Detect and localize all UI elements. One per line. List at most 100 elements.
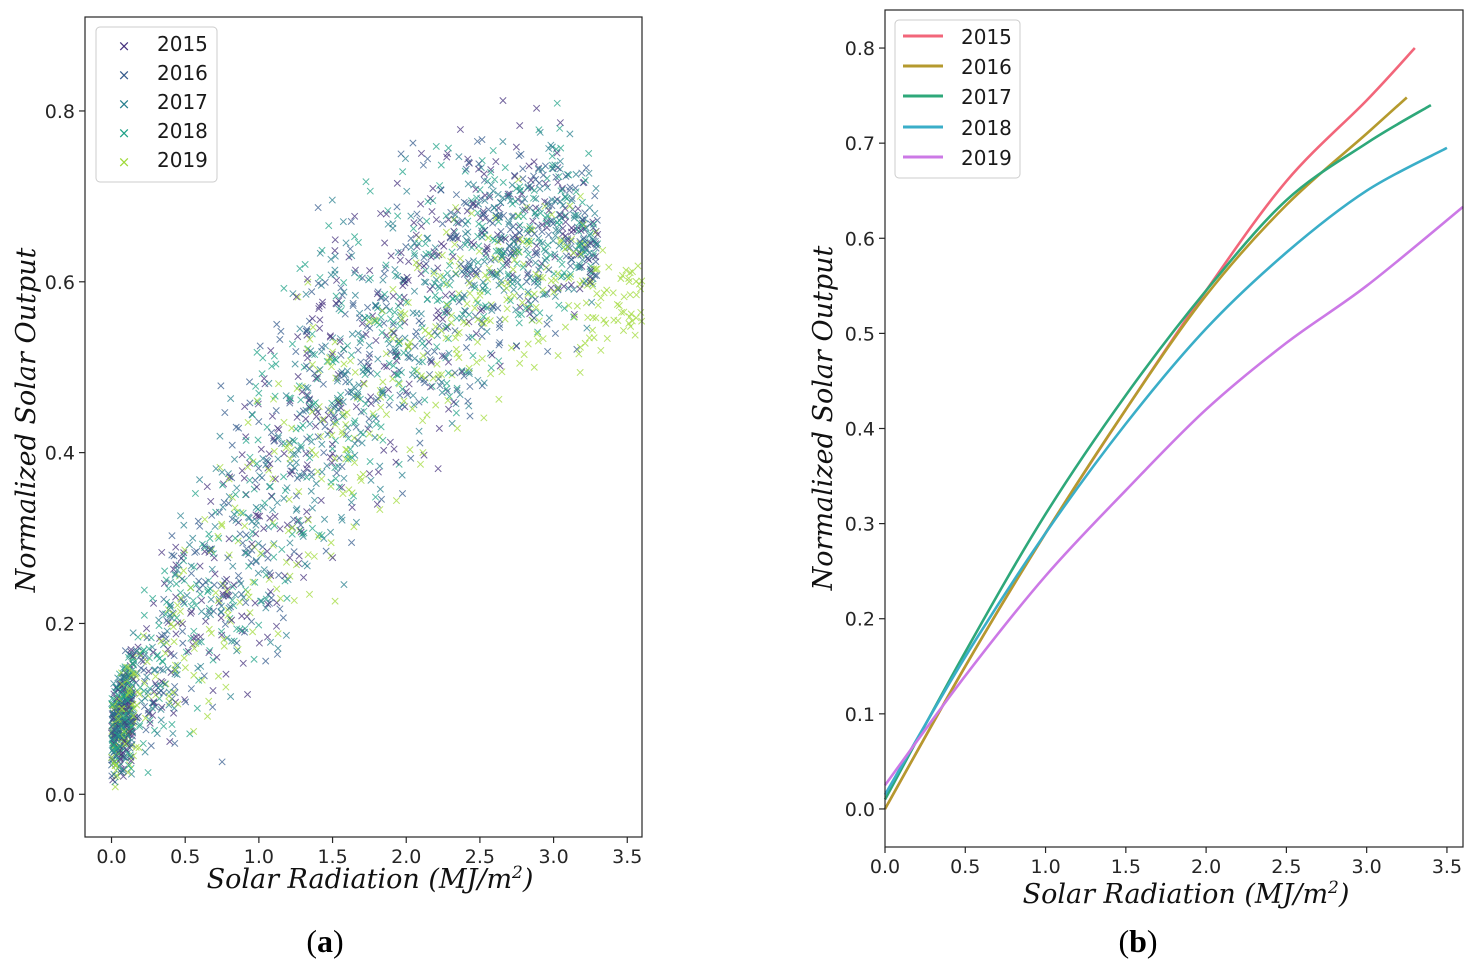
legend-item-2018: 2018: [903, 116, 1012, 140]
scatter-point-2019: [603, 334, 611, 343]
scatter-point-2018: [515, 319, 523, 327]
scatter-point-2015: [463, 207, 471, 215]
scatter-point-2016: [302, 362, 310, 370]
scatter-point-2018: [498, 253, 506, 261]
scatter-point-2016: [441, 352, 449, 360]
scatter-point-2019: [282, 444, 290, 452]
scatter-point-2017: [330, 404, 338, 412]
scatter-point-2017: [461, 230, 470, 238]
scatter-point-2016: [402, 243, 410, 251]
scatter-point-2018: [140, 611, 148, 619]
scatter-point-2017: [350, 269, 359, 277]
scatter-point-2015: [501, 235, 510, 243]
scatter-point-2015: [404, 276, 412, 284]
scatter-point-2018: [436, 182, 444, 190]
scatter-point-2015: [494, 231, 502, 239]
scatter-point-2016: [457, 260, 465, 268]
scatter-point-2016: [495, 320, 504, 329]
scatter-point-2017: [280, 494, 288, 502]
scatter-point-2019: [372, 317, 380, 325]
scatter-point-2016: [562, 252, 570, 260]
scatter-point-2017: [291, 360, 299, 368]
scatter-point-2017: [538, 239, 547, 247]
scatter-point-2016: [416, 439, 424, 447]
scatter-point-2017: [547, 141, 555, 149]
scatter-point-2016: [523, 278, 531, 286]
scatter-point-2015: [443, 150, 452, 158]
scatter-point-2018: [139, 739, 147, 748]
scatter-point-2017: [483, 327, 491, 336]
scatter-point-2015: [294, 373, 302, 381]
scatter-point-2016: [237, 590, 246, 598]
scatter-point-2019: [327, 539, 335, 547]
scatter-point-2015: [316, 324, 324, 332]
legend-item-2015: × 2015: [118, 32, 208, 56]
scatter-point-2015: [203, 483, 211, 491]
scatter-point-2015: [312, 412, 320, 420]
scatter-point-2019: [534, 337, 542, 345]
scatter-point-2019: [220, 636, 228, 644]
scatter-point-2018: [218, 481, 227, 489]
scatter-point-2015: [209, 686, 217, 695]
scatter-point-2019: [130, 704, 138, 712]
scatter-point-2019: [306, 335, 314, 343]
scatter-point-2016: [320, 449, 328, 457]
scatter-point-2018: [371, 317, 379, 325]
scatter-point-2015: [472, 330, 480, 338]
scatter-point-2018: [271, 392, 279, 400]
scatter-point-2015: [574, 205, 582, 213]
scatter-point-2015: [119, 772, 127, 780]
scatter-point-2019: [563, 243, 571, 251]
scatter-point-2018: [125, 761, 133, 770]
scatter-point-2016: [443, 387, 451, 395]
scatter-point-2016: [248, 546, 256, 554]
scatter-point-2018: [311, 399, 319, 407]
scatter-point-2015: [383, 363, 391, 371]
scatter-point-2018: [351, 417, 359, 425]
scatter-point-2015: [372, 336, 380, 345]
scatter-point-2015: [239, 659, 247, 667]
scatter-point-2019: [389, 285, 397, 294]
scatter-point-2017: [342, 370, 350, 378]
scatter-point-2017: [187, 562, 195, 570]
scatter-point-2018: [325, 222, 333, 230]
scatter-point-2016: [474, 265, 482, 273]
scatter-point-2017: [206, 610, 215, 619]
scatter-point-2015: [166, 737, 174, 746]
scatter-point-2015: [170, 709, 178, 717]
scatter-point-2016: [426, 355, 434, 364]
scatter-point-2017: [543, 183, 551, 191]
scatter-point-2016: [411, 342, 419, 350]
scatter-point-2018: [153, 651, 162, 659]
panel-b-legend-frame: [894, 19, 1021, 179]
scatter-point-2019: [416, 460, 425, 468]
scatter-point-2019: [129, 669, 137, 677]
scatter-point-2017: [551, 232, 560, 240]
scatter-point-2019: [377, 403, 385, 411]
scatter-point-2018: [581, 248, 589, 256]
scatter-point-2019: [625, 274, 633, 282]
scatter-point-2017: [227, 693, 235, 701]
scatter-point-2019: [218, 522, 226, 530]
scatter-point-2016: [122, 721, 130, 729]
scatter-point-2015: [129, 652, 137, 660]
scatter-point-2019: [554, 351, 562, 360]
scatter-point-2016: [324, 406, 332, 414]
scatter-point-2018: [121, 663, 129, 671]
scatter-point-2019: [401, 310, 409, 318]
scatter-point-2018: [491, 236, 499, 244]
scatter-point-2015: [417, 270, 425, 278]
scatter-point-2015: [526, 310, 534, 318]
scatter-point-2019: [180, 654, 188, 662]
scatter-point-2018: [585, 149, 593, 157]
scatter-point-2018: [576, 261, 584, 269]
scatter-point-2019: [588, 326, 597, 334]
legend-item-2019: 2019: [903, 146, 1012, 170]
scatter-point-2016: [358, 274, 366, 282]
scatter-point-2018: [272, 360, 280, 368]
scatter-point-2016: [562, 172, 570, 180]
scatter-point-2017: [359, 368, 367, 376]
scatter-point-2018: [517, 283, 525, 291]
scatter-point-2015: [265, 450, 273, 458]
scatter-point-2017: [339, 218, 347, 226]
